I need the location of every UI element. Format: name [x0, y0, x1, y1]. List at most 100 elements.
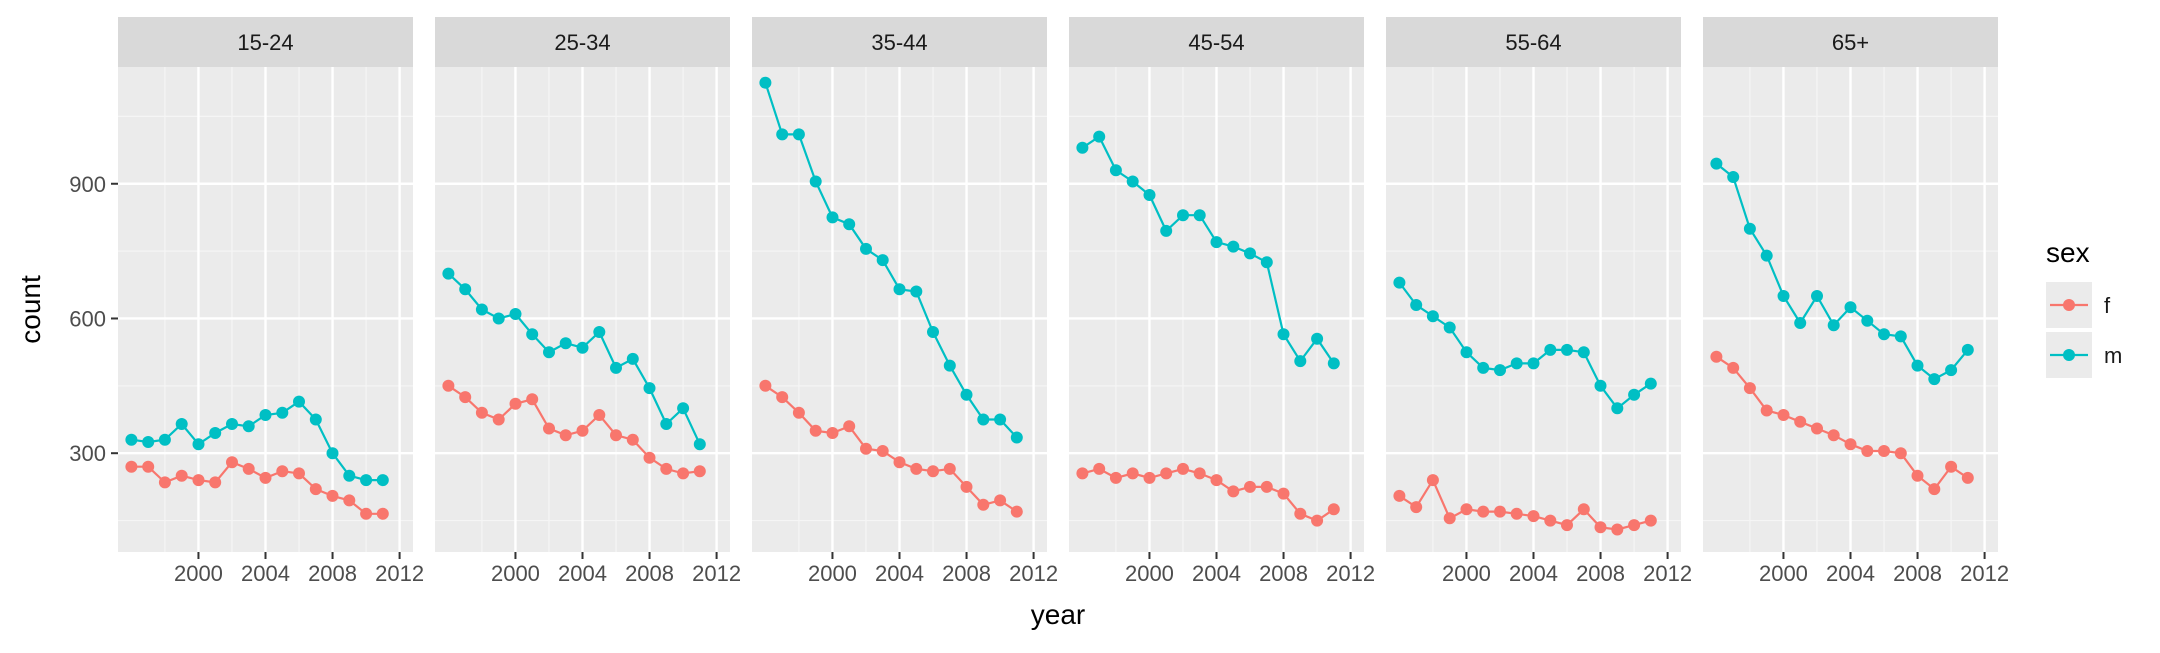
data-point-m: [1544, 343, 1557, 356]
data-point-f: [1143, 471, 1156, 484]
facet-panel-25-34: 25-34 2000 2004 2008 2012: [435, 17, 741, 586]
series-line-f: [1082, 467, 1335, 522]
x-tick-label: 2000: [808, 561, 857, 586]
data-point-f: [142, 460, 155, 473]
data-point-m: [1443, 321, 1456, 334]
x-tick-label: 2012: [375, 561, 424, 586]
data-point-m: [1510, 357, 1523, 370]
data-point-f: [876, 445, 889, 457]
data-point-f: [1294, 507, 1307, 520]
data-point-f: [276, 465, 289, 478]
data-point-f: [1577, 503, 1590, 516]
data-point-f: [1393, 489, 1406, 502]
data-point-m: [559, 337, 572, 350]
series-line-m: [1398, 281, 1652, 410]
data-point-f: [442, 379, 455, 392]
data-point-m: [1727, 171, 1740, 183]
data-point-f: [1861, 445, 1874, 457]
data-point-f: [1426, 474, 1439, 487]
data-point-m: [1327, 357, 1340, 370]
data-point-m: [192, 438, 205, 451]
facet-panel-45-54: 45-54 2000 2004 2008 2012: [1069, 17, 1375, 586]
data-point-m: [1743, 222, 1756, 235]
data-point-m: [376, 474, 389, 487]
x-tick-label: 2004: [1826, 561, 1875, 586]
facet-strip-label: 25-34: [554, 30, 610, 55]
x-tick-label: 2012: [1643, 561, 1692, 586]
data-point-m: [576, 341, 589, 354]
data-point-f: [1544, 514, 1557, 527]
data-point-m: [543, 346, 555, 359]
data-point-m: [1577, 346, 1590, 359]
series-line-m: [1715, 162, 1969, 381]
data-point-f: [759, 379, 772, 392]
data-point-f: [1510, 507, 1523, 520]
data-point-m: [276, 406, 289, 419]
data-point-f: [1410, 501, 1423, 514]
y-tick-label: 300: [69, 441, 106, 466]
x-tick-label: 2008: [1893, 561, 1942, 586]
y-tick-label: 600: [69, 306, 106, 331]
data-point-m: [1010, 431, 1023, 444]
data-point-m: [593, 326, 606, 338]
data-point-m: [610, 361, 622, 374]
data-point-m: [1311, 332, 1324, 345]
data-point-m: [1777, 290, 1790, 302]
data-point-f: [693, 465, 706, 478]
data-point-f: [125, 460, 138, 473]
data-point-f: [910, 462, 923, 475]
data-point-f: [977, 498, 990, 511]
data-point-f: [192, 474, 205, 487]
data-point-f: [1961, 471, 1974, 484]
legend-title: sex: [2046, 237, 2090, 268]
facet-strip: [752, 17, 1047, 67]
series-line-f: [447, 384, 700, 475]
data-point-f: [492, 413, 505, 426]
legend-label: f: [2104, 293, 2111, 318]
data-point-m: [826, 211, 839, 224]
data-point-f: [943, 462, 956, 475]
data-point-f: [1277, 487, 1290, 500]
x-tick-label: 2008: [308, 561, 357, 586]
series-line-m: [131, 400, 383, 482]
data-point-m: [1928, 373, 1941, 386]
x-tick-label: 2012: [692, 561, 741, 586]
facet-strip-label: 65+: [1832, 30, 1869, 55]
data-point-m: [1911, 359, 1924, 372]
data-point-f: [209, 476, 222, 489]
data-point-f: [1760, 404, 1773, 417]
data-point-f: [1109, 471, 1122, 484]
series-line-f: [1715, 355, 1969, 491]
facet-strip-label: 45-54: [1188, 30, 1244, 55]
series-line-m: [764, 82, 1018, 439]
data-point-m: [475, 303, 488, 316]
x-tick-label: 2000: [1125, 561, 1174, 586]
x-tick-label: 2004: [1509, 561, 1558, 586]
data-point-f: [1494, 505, 1506, 518]
data-point-f: [1878, 445, 1890, 457]
data-point-f: [242, 462, 255, 475]
data-point-m: [927, 326, 939, 338]
data-point-f: [593, 409, 606, 421]
data-point-f: [610, 429, 622, 442]
data-point-f: [1311, 514, 1324, 527]
data-point-f: [1093, 462, 1106, 475]
data-point-m: [660, 418, 673, 430]
legend-label: m: [2104, 343, 2122, 368]
facet-strip: [1703, 17, 1998, 67]
data-point-f: [1644, 514, 1657, 527]
data-point-m: [1644, 377, 1657, 390]
data-point-m: [1260, 256, 1273, 269]
facet-panel-15-24: 15-24 2000 2004 2008 2012: [118, 17, 424, 586]
data-point-m: [643, 382, 656, 395]
data-point-m: [1861, 314, 1874, 327]
data-point-f: [576, 424, 589, 437]
data-point-m: [459, 283, 472, 296]
data-point-f: [792, 406, 805, 419]
data-point-m: [442, 267, 455, 280]
data-point-m: [1811, 290, 1823, 302]
x-tick-label: 2000: [1442, 561, 1491, 586]
data-point-f: [293, 467, 305, 480]
data-point-f: [526, 393, 539, 406]
data-point-f: [1777, 409, 1790, 421]
